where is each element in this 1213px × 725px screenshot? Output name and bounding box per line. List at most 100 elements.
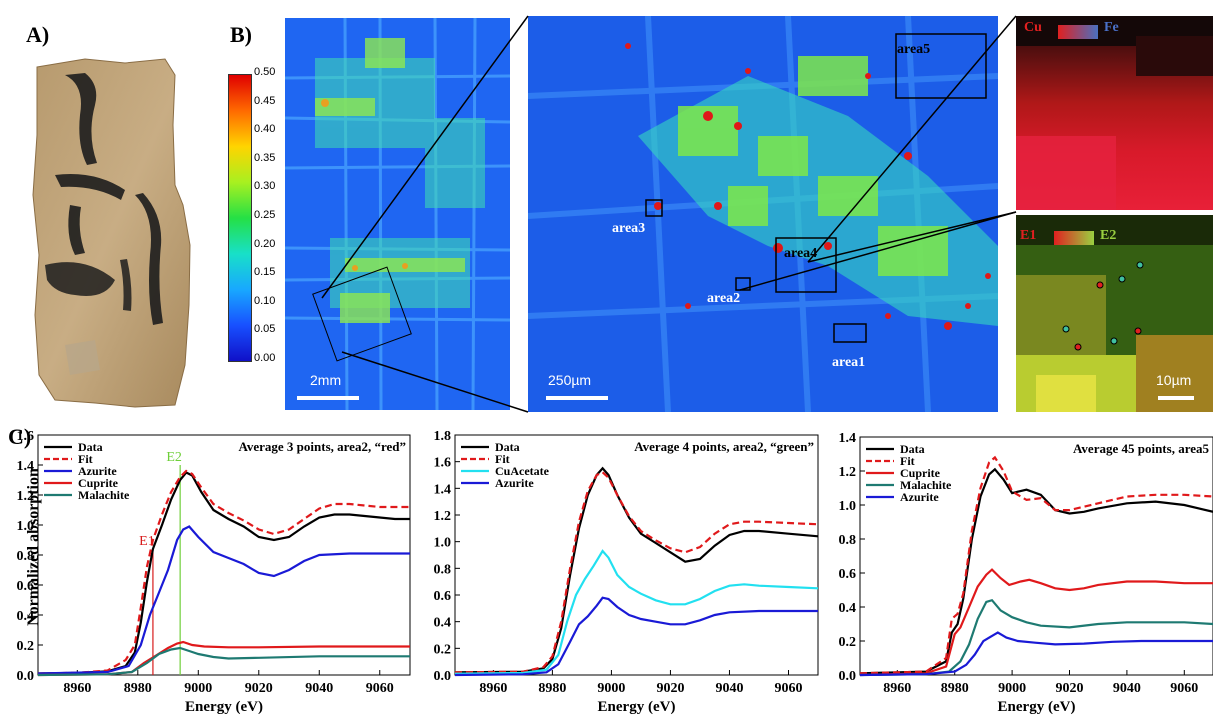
- cu-fe-gradient: [1058, 25, 1098, 39]
- x-tick-label: 8980: [124, 681, 152, 696]
- x-tick-label: 8980: [941, 681, 969, 696]
- chart-area2-green: 8960 8980 9000 9020 9040 9060 0.0 0.2 0.4 0.6 0.8 1…: [434, 429, 819, 715]
- fe-label: Fe: [1104, 20, 1119, 35]
- x-tick-label: 9020: [1056, 681, 1084, 696]
- x-tick-label: 9060: [774, 681, 802, 696]
- y-tick-label: 0.8: [839, 533, 857, 548]
- e1-map-label: E1: [1020, 228, 1037, 243]
- colorbar-tick: 0.50: [254, 66, 276, 78]
- y-tick-label: 0.6: [434, 589, 452, 604]
- x-tick-label: 9040: [715, 681, 743, 696]
- y-tick-label: 1.4: [434, 482, 452, 497]
- series-line: [37, 646, 410, 677]
- legend-label: Cuprite: [78, 476, 119, 490]
- colorbar-tick: 0.10: [254, 294, 276, 307]
- zoom-connectors: [321, 15, 1017, 413]
- colorbar-tick: 0.25: [254, 209, 276, 221]
- series-line: [859, 631, 1213, 677]
- papyrus-photo: [25, 55, 195, 415]
- xrf-map-zoom: [528, 16, 998, 412]
- x-tick-label: 9040: [1113, 681, 1141, 696]
- scale-bar-left: [297, 396, 359, 400]
- series-line: [454, 549, 819, 675]
- y-tick-label: 0.0: [434, 669, 452, 684]
- legend-label: Azurite: [900, 490, 939, 504]
- x-axis-label: Energy (eV): [598, 699, 676, 715]
- chart-title: Average 3 points, area2, “red”: [238, 439, 406, 454]
- y-tick-label: 1.6: [17, 429, 35, 444]
- legend-label: Azurite: [495, 476, 534, 490]
- colorbar-tick: 0.40: [254, 123, 276, 136]
- scale-bar-right: [1158, 396, 1194, 400]
- legend-label: Malachite: [78, 488, 130, 502]
- x-tick-label: 8960: [883, 681, 911, 696]
- chart-area2-red: 8960 8980 9000 9020 9040 9060 0.0 0.2 0.4 0.6 0.8 1…: [17, 429, 411, 715]
- energy-marker-label: E2: [166, 450, 182, 465]
- plot-frame: [859, 436, 1213, 676]
- chart-title: Average 45 points, area5: [1073, 441, 1209, 456]
- legend-label: CuAcetate: [495, 464, 550, 478]
- series-line: [454, 470, 819, 674]
- series-line: [859, 598, 1213, 677]
- series-line: [454, 466, 819, 674]
- legend-label: Azurite: [78, 464, 117, 478]
- x-tick-label: 9000: [597, 681, 625, 696]
- x-tick-label: 8960: [479, 681, 507, 696]
- colorbar: [228, 74, 252, 362]
- chart-area5: 8960 8980 9000 9020 9040 9060 0.0 0.2 0.4 0.6 0.8 1…: [839, 431, 1213, 715]
- colorbar-tick: 0.05: [254, 323, 276, 336]
- y-tick-label: 0.6: [17, 579, 35, 594]
- area2-label: area2: [707, 291, 741, 306]
- panel-b-label: B): [230, 22, 252, 47]
- series-line: [859, 467, 1213, 675]
- colorbar-tick: 0.15: [254, 266, 276, 279]
- legend-label: Malachite: [900, 478, 952, 492]
- y-tick-label: 0.2: [839, 635, 857, 650]
- panel-c-label: C): [8, 424, 32, 449]
- y-tick-label: 0.4: [434, 616, 452, 631]
- legend-label: Data: [78, 440, 103, 454]
- x-axis-label: Energy (eV): [185, 699, 263, 715]
- legend-label: Fit: [78, 452, 93, 466]
- y-tick-label: 0.2: [434, 642, 452, 657]
- area1-label: area1: [832, 355, 866, 370]
- y-tick-label: 1.0: [839, 499, 857, 514]
- y-tick-label: 1.6: [434, 456, 452, 471]
- series-line: [37, 525, 410, 675]
- legend-label: Data: [495, 440, 520, 454]
- y-tick-label: 0.0: [17, 669, 35, 684]
- y-tick-label: 1.8: [434, 429, 452, 444]
- legend-label: Fit: [900, 454, 915, 468]
- colorbar-tick: 0.00: [254, 352, 276, 364]
- y-tick-label: 1.2: [839, 465, 857, 480]
- x-tick-label: 9060: [1170, 681, 1198, 696]
- series-line: [454, 596, 818, 677]
- series-line: [859, 455, 1213, 675]
- y-tick-label: 0.8: [17, 549, 35, 564]
- x-tick-label: 9040: [305, 681, 333, 696]
- y-tick-label: 0.4: [839, 601, 857, 616]
- colorbar-tick: 0.45: [254, 94, 276, 107]
- y-tick-label: 0.8: [434, 562, 452, 577]
- cu-label: Cu: [1024, 20, 1042, 35]
- y-tick-label: 1.4: [17, 459, 35, 474]
- y-tick-label: 0.6: [839, 567, 857, 582]
- x-axis-label: Energy (eV): [998, 699, 1076, 715]
- area5-label: area5: [897, 42, 931, 57]
- chart-title: Average 4 points, area2, “green”: [634, 439, 814, 454]
- cu-fe-map: [1016, 16, 1213, 210]
- y-tick-label: 0.0: [839, 669, 857, 684]
- colorbar-tick: 0.35: [254, 151, 276, 164]
- scale-label-left: 2mm: [310, 372, 342, 388]
- colorbar-tick: 0.20: [254, 237, 276, 250]
- y-tick-label: 0.2: [17, 639, 35, 654]
- colorbar-ticks: 0.50 0.45 0.40 0.35 0.30 0.25 0.20 0.15 …: [254, 66, 294, 366]
- y-tick-label: 0.4: [17, 609, 35, 624]
- e2-map-label: E2: [1100, 228, 1117, 243]
- scale-label-right: 10µm: [1156, 372, 1192, 388]
- x-tick-label: 9000: [184, 681, 212, 696]
- series-line: [37, 471, 410, 675]
- area3-label: area3: [612, 221, 646, 236]
- x-tick-label: 9020: [656, 681, 684, 696]
- xrf-map-overview: [285, 18, 510, 410]
